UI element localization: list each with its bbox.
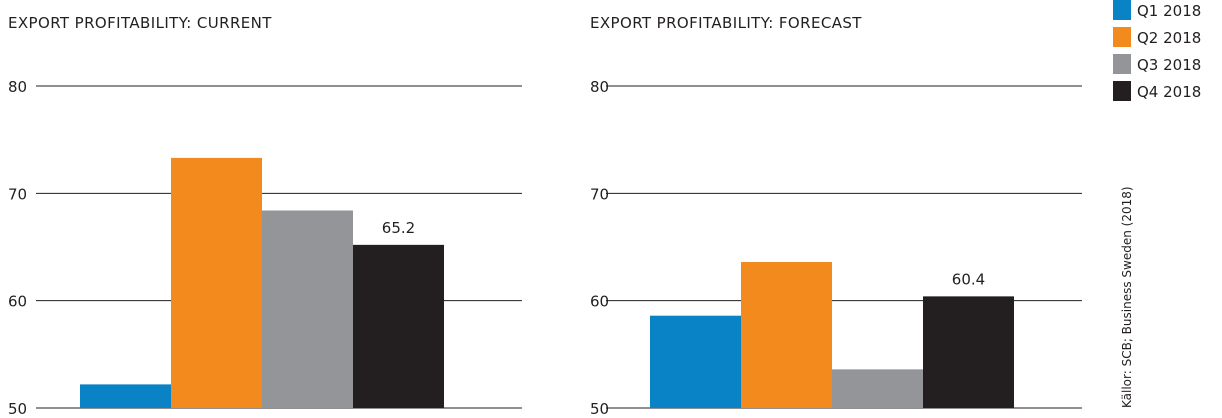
bar-q1-2018 xyxy=(80,384,171,408)
source-note: Källor: SCB; Business Sweden (2018) xyxy=(1120,186,1134,408)
bar-q4-2018 xyxy=(923,296,1014,408)
legend-swatch xyxy=(1113,81,1131,101)
bar-q2-2018 xyxy=(741,262,832,408)
y-tick-label: 50 xyxy=(8,400,27,418)
legend-label: Q1 2018 xyxy=(1137,2,1201,20)
chart-panel-current: EXPORT PROFITABILITY: CURRENT 50 60 70 80 65.… xyxy=(8,14,522,418)
bar-q3-2018 xyxy=(832,369,923,408)
legend: Q1 2018 Q2 2018 Q3 2018 Q4 2018 xyxy=(1113,0,1201,101)
bar-q1-2018 xyxy=(650,315,741,408)
data-label: 60.4 xyxy=(952,270,985,288)
legend-label: Q3 2018 xyxy=(1137,56,1201,74)
bar-q3-2018 xyxy=(262,210,353,408)
y-tick-label: 50 xyxy=(590,400,609,418)
legend-swatch xyxy=(1113,27,1131,47)
y-tick-label: 60 xyxy=(8,293,27,311)
chart-title: EXPORT PROFITABILITY: FORECAST xyxy=(590,14,862,32)
bar-q4-2018 xyxy=(353,244,444,408)
chart-title: EXPORT PROFITABILITY: CURRENT xyxy=(8,14,272,32)
legend-label: Q4 2018 xyxy=(1137,83,1201,101)
bar-q2-2018 xyxy=(171,157,262,408)
data-label: 65.2 xyxy=(382,219,415,237)
legend-label: Q2 2018 xyxy=(1137,29,1201,47)
legend-swatch xyxy=(1113,54,1131,74)
y-tick-label: 70 xyxy=(590,185,609,203)
legend-swatch xyxy=(1113,0,1131,20)
y-tick-label: 80 xyxy=(590,78,609,96)
y-tick-label: 60 xyxy=(590,293,609,311)
y-tick-label: 70 xyxy=(8,185,27,203)
y-tick-label: 80 xyxy=(8,78,27,96)
chart-panel-forecast: EXPORT PROFITABILITY: FORECAST 50 60 70 80 60… xyxy=(590,14,1082,418)
